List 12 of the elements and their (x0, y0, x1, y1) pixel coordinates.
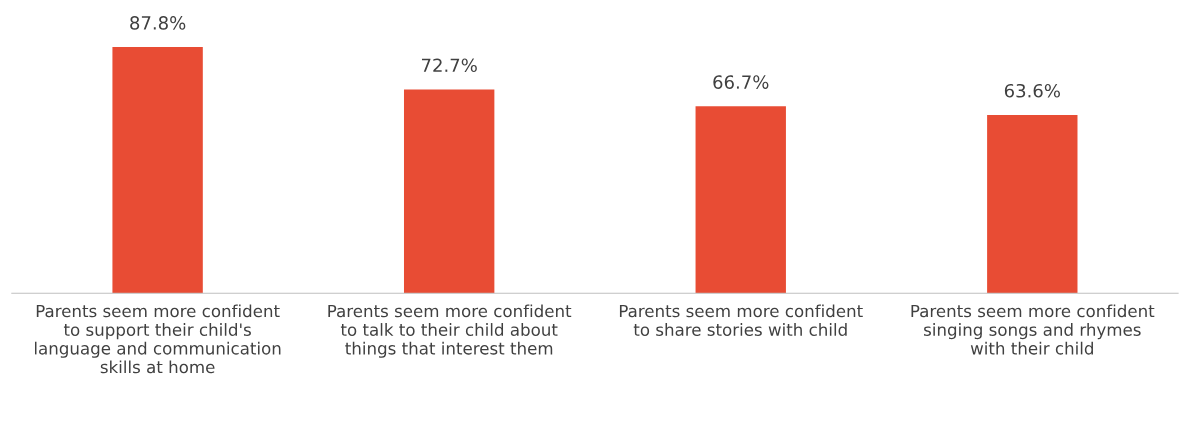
data-label: 66.7% (713, 75, 769, 89)
bar (112, 47, 203, 294)
bar (695, 106, 786, 294)
x-tick-label: Parents seem more confident to talk to their child about things that interest them (328, 304, 572, 358)
bar (403, 89, 495, 294)
bar (987, 114, 1078, 294)
data-label: 72.7% (421, 58, 477, 73)
x-tick-label: Parents seem more confident singing songs and rhymes with their child (911, 304, 1155, 355)
data-label: 87.8% (130, 16, 186, 30)
data-label: 63.6% (1004, 83, 1060, 98)
x-tick-label: Parents seem more confident to share stories with child (619, 304, 863, 336)
x-tick-label: Parents seem more confident to support their child's language and communication skills at home (34, 304, 281, 374)
